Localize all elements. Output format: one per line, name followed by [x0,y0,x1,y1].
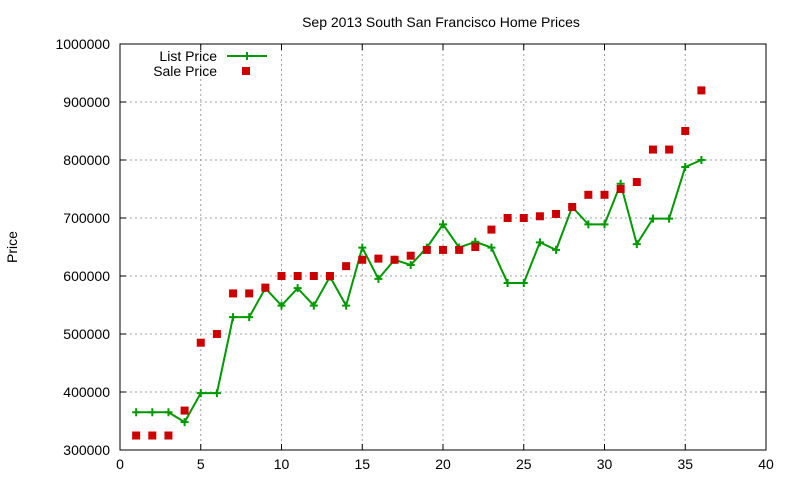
sale-price-point [665,145,674,154]
legend-item-sale-price: Sale Price [153,63,250,79]
list-price-point [406,260,415,269]
sale-price-point [487,225,496,234]
sale-price-point [519,214,528,222]
legend-marker-sale-price [242,67,250,75]
sale-price-point [503,214,512,222]
series-layer [132,86,706,440]
y-tick-label: 400000 [63,384,110,400]
list-price-point [148,408,157,417]
list-price-point [229,313,238,322]
y-tick-label: 800000 [63,152,110,168]
list-price-point [164,408,173,417]
sale-price-point [390,255,399,264]
x-tick-label: 35 [677,456,693,472]
sale-price-point [358,255,367,264]
sale-price-point [325,272,334,280]
legend-marker-list-price [243,52,251,60]
list-price-point [212,389,221,398]
sale-price-point [616,185,625,193]
sale-price-point [309,272,318,280]
chart-title: Sep 2013 South San Francisco Home Prices [302,14,580,30]
sale-price-point [584,190,593,199]
sale-price-point [196,338,205,347]
series-sale-price [132,86,706,440]
list-price-point [600,220,609,229]
x-tick-label: 30 [597,456,613,472]
sale-price-point [132,431,141,440]
list-price-point [180,418,189,427]
sale-price-point [293,272,302,280]
y-axis-label: Price [4,231,20,263]
y-tick-label: 600000 [63,268,110,284]
x-tick-label: 40 [758,456,774,472]
list-price-point [293,284,302,293]
legend-item-list-price: List Price [159,48,267,64]
list-price-point [681,162,690,171]
sale-price-point [212,330,221,338]
list-price-point [697,156,706,164]
legend: List Price Sale Price [153,48,267,79]
sale-price-point [471,243,480,251]
list-price-point [535,238,544,247]
sale-price-point [697,86,706,95]
list-price-point [374,274,383,283]
sale-price-point [164,431,173,440]
y-tick-label: 900000 [63,94,110,110]
sale-price-point [681,127,690,135]
sale-price-point [229,289,238,298]
x-tick-label: 20 [435,456,451,472]
sale-price-point [455,245,464,254]
x-tick-label: 10 [274,456,290,472]
sale-price-point [600,190,609,199]
list-price-line [136,159,702,424]
list-price-point [245,313,254,322]
list-price-point [665,214,674,223]
list-price-point [503,278,512,287]
x-tick-label: 0 [116,456,124,472]
y-tick-label: 500000 [63,326,110,342]
sale-price-point [552,209,561,218]
y-tick-label: 300000 [63,442,110,458]
legend-label-list-price: List Price [159,48,217,64]
list-price-point [632,240,641,249]
y-tick-label: 700000 [63,210,110,226]
list-price-point [358,243,367,252]
sale-price-point [439,245,447,254]
sale-price-point [568,202,577,211]
x-tick-label: 5 [197,456,205,472]
series-list-price [132,156,706,427]
sale-price-point [374,254,383,263]
list-price-point [196,389,205,398]
list-price-point [439,220,447,229]
x-tick-label: 25 [516,456,532,472]
sale-price-point [148,431,157,440]
sale-price-point [245,289,254,298]
list-price-point [584,220,593,229]
list-price-point [277,301,286,310]
list-price-point [648,214,657,223]
sale-price-point [261,283,270,292]
list-price-point [519,278,528,287]
sale-price-point [648,145,657,154]
sale-price-point [422,245,431,254]
list-price-point [132,408,141,417]
legend-label-sale-price: Sale Price [153,63,217,79]
axis-ticks: 0 5 10 15 20 25 30 35 40 300000 400000 500000 600000… [55,36,774,472]
y-tick-label: 1000000 [55,36,110,52]
list-price-point [487,243,496,252]
sale-price-point [180,406,189,415]
list-price-point [309,301,318,310]
list-price-point [552,245,561,254]
sale-price-point [406,251,415,260]
sale-price-point [632,178,641,187]
x-tick-label: 15 [354,456,370,472]
list-price-point [342,301,351,310]
sale-price-point [277,272,286,280]
sale-price-point [342,262,351,271]
sale-price-point [535,212,544,221]
